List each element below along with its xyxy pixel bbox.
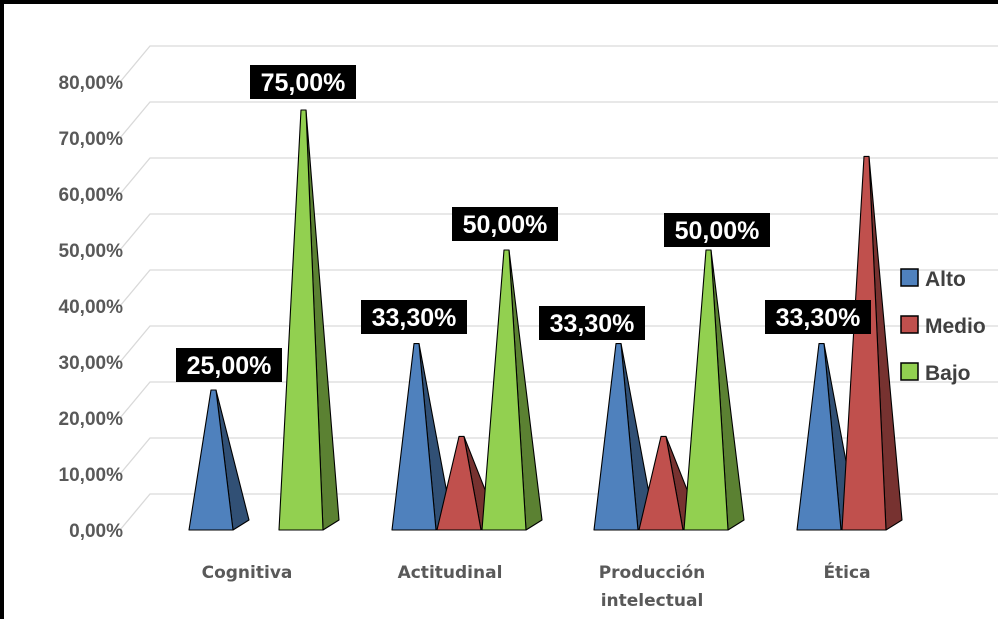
- gridline: [119, 325, 998, 363]
- y-tick-label: 50,00%: [59, 241, 124, 262]
- y-tick-label: 70,00%: [59, 129, 124, 150]
- y-tick-label: 60,00%: [59, 185, 124, 206]
- legend-item-bajo: Bajo: [900, 362, 971, 385]
- svg-text:Alto: Alto: [925, 268, 966, 291]
- gridline: [119, 269, 998, 307]
- gridline: [119, 157, 998, 195]
- svg-text:75,00%: 75,00%: [261, 69, 346, 97]
- svg-text:33,30%: 33,30%: [372, 304, 457, 332]
- pyramid-alto-2: [593, 342, 655, 531]
- svg-text:50,00%: 50,00%: [675, 217, 760, 245]
- y-tick-label: 30,00%: [59, 353, 124, 374]
- svg-text:Bajo: Bajo: [925, 362, 971, 385]
- pyramid-bajo-0: [278, 109, 340, 531]
- y-tick-label: 40,00%: [59, 297, 124, 318]
- svg-text:33,30%: 33,30%: [776, 304, 861, 332]
- y-tick-label: 10,00%: [59, 465, 124, 486]
- y-tick-label: 0,00%: [69, 521, 123, 542]
- y-axis-ticks: 0,00% 10,00% 20,00% 30,00% 40,00% 50,00% 60,00…: [59, 73, 124, 542]
- svg-text:33,30%: 33,30%: [550, 310, 635, 338]
- svg-text:Medio: Medio: [925, 315, 986, 338]
- pyramid-alto-0: [188, 389, 250, 531]
- data-label: 33,30%: [765, 300, 871, 334]
- pyramid-alto-1: [391, 342, 453, 531]
- pyramid-chart: 0,00% 10,00% 20,00% 30,00% 40,00% 50,00% 60,00…: [59, 45, 998, 611]
- category-label: Actitudinal: [398, 563, 503, 583]
- data-label: 33,30%: [539, 306, 645, 340]
- gridline: [119, 45, 998, 83]
- pyramids: [188, 109, 903, 531]
- svg-text:25,00%: 25,00%: [187, 352, 272, 380]
- category-label: Ética: [823, 561, 870, 583]
- data-label: 33,30%: [361, 300, 467, 334]
- y-tick-label: 80,00%: [59, 73, 124, 94]
- data-label: 25,00%: [176, 348, 282, 382]
- legend-item-alto: Alto: [900, 268, 966, 291]
- category-label: Cognitiva: [202, 563, 293, 583]
- data-label: 50,00%: [664, 213, 770, 247]
- gridline: [119, 101, 998, 139]
- legend-item-medio: Medio: [900, 315, 986, 338]
- pyramid-bajo-2: [683, 249, 745, 531]
- pyramid-medio-3: [841, 155, 903, 531]
- gridlines: [119, 45, 998, 531]
- pyramid-bajo-1: [481, 249, 543, 531]
- legend: Alto Medio Bajo: [900, 268, 986, 385]
- svg-text:50,00%: 50,00%: [463, 211, 548, 239]
- category-labels: Cognitiva Actitudinal Producción intelectua…: [202, 561, 871, 611]
- data-label: 75,00%: [250, 65, 356, 99]
- data-labels: 25,00% 75,00% 33,30% 50,00% 33,30% 50,00% 33,3…: [176, 65, 871, 382]
- y-tick-label: 20,00%: [59, 409, 124, 430]
- data-label: 50,00%: [452, 207, 558, 241]
- category-label: Producción intelectual: [599, 563, 706, 611]
